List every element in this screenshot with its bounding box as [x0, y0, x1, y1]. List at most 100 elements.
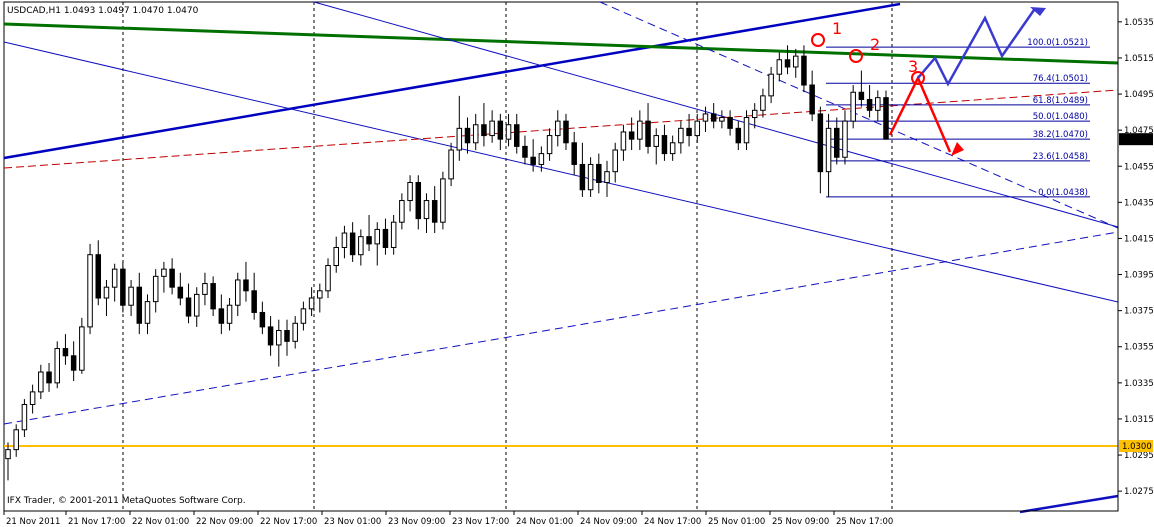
candles: [5, 45, 889, 481]
candle: [571, 131, 577, 176]
candle-body-bear: [571, 142, 577, 165]
candle: [563, 113, 569, 151]
candle-body-bull: [128, 286, 134, 306]
forecast-arrows: 1 2 3: [811, 7, 1046, 156]
candle-body-bear: [382, 228, 389, 248]
candle-body-bear: [62, 348, 69, 357]
candle: [637, 110, 643, 151]
candle: [185, 283, 192, 324]
fib-level-label: 23.6(1.0458): [1033, 152, 1088, 162]
candle: [226, 298, 233, 331]
candle-body-bear: [809, 84, 815, 115]
candle: [399, 193, 405, 230]
candle: [29, 384, 36, 414]
candle-body-bear: [801, 55, 807, 86]
candle: [128, 279, 134, 317]
fib-level-label: 0.0(1.0438): [1038, 188, 1088, 198]
candle: [103, 279, 110, 317]
candle: [481, 103, 487, 147]
candle: [825, 113, 832, 197]
candle-body-bull: [29, 391, 36, 406]
time-tick-label: 25 Nov 09:00: [772, 517, 829, 527]
candle: [317, 283, 323, 313]
candle-body-bull: [825, 127, 832, 173]
candle-body-bear: [243, 279, 249, 292]
candle-body-bull: [792, 55, 799, 68]
candle: [710, 103, 717, 129]
candle: [834, 117, 840, 165]
candle: [620, 124, 627, 161]
time-tick-label: 23 Nov 09:00: [388, 517, 445, 527]
candle: [784, 45, 791, 75]
candle-body-bull: [21, 404, 28, 431]
candle-body-bear: [513, 124, 520, 147]
candle: [694, 113, 701, 143]
candle-body-bull: [538, 153, 545, 165]
candle: [136, 272, 143, 335]
candle: [325, 258, 331, 299]
time-tick-label: 22 Nov 01:00: [132, 517, 189, 527]
candle-body-bull: [842, 120, 848, 158]
candle-body-bull: [768, 73, 774, 97]
price-tick-label: 1.0295: [1124, 451, 1154, 461]
price-tick-label: 1.0375: [1124, 307, 1154, 317]
candle-body-bear: [349, 232, 356, 256]
time-tick-label: 21 Nov 17:00: [68, 517, 125, 527]
candle: [587, 157, 594, 197]
candle: [284, 319, 290, 356]
candle-body-bear: [185, 297, 192, 317]
price-tick-label: 1.0275: [1124, 487, 1154, 497]
candle-body-bear: [784, 59, 791, 68]
price-tick-label: 1.0515: [1124, 54, 1154, 64]
candle-body-bull: [226, 304, 233, 324]
green-trendline: [3, 22, 1119, 65]
candle-body-bull: [875, 97, 881, 111]
candle-body-bear: [727, 117, 733, 129]
candle-body-bull: [5, 449, 11, 460]
fibonacci-retracement: 100.0(1.0521) 76.4(1.0501) 61.8(1.0489) 50.…: [826, 38, 1090, 198]
candle-body-bull: [694, 120, 701, 137]
candle: [415, 175, 422, 230]
time-tick-label: 23 Nov 01:00: [324, 517, 381, 527]
candle-body-bull: [587, 163, 594, 191]
candle-body-bear: [628, 131, 635, 140]
candle: [300, 301, 307, 331]
time-tick-label: 24 Nov 17:00: [644, 517, 701, 527]
candle-body-bull: [505, 124, 512, 140]
candle-body-bear: [596, 163, 602, 183]
candle: [686, 113, 692, 147]
candle: [21, 399, 28, 437]
candle-body-bear: [464, 127, 471, 144]
candle-body-bear: [415, 181, 422, 220]
candle: [817, 106, 824, 194]
candle-body-bull: [850, 91, 856, 122]
candle: [801, 45, 807, 93]
candle-body-bull: [620, 131, 627, 151]
candle: [79, 317, 85, 374]
candle: [62, 334, 69, 365]
candle-body-bear: [834, 127, 840, 158]
current-price-box: [1119, 133, 1153, 146]
candle: [440, 171, 446, 230]
price-tick-label: 1.0355: [1124, 343, 1154, 353]
candle-body-bear: [481, 124, 487, 137]
time-axis: 21 Nov 2011 21 Nov 17:00 22 Nov 01:00 22 No…: [3, 510, 1118, 527]
candle: [489, 110, 495, 143]
candle-body-bull: [111, 268, 118, 288]
candle: [546, 128, 553, 161]
candle-body-bear: [530, 156, 536, 165]
candle: [702, 106, 709, 132]
candle-body-bear: [267, 326, 274, 346]
candle-body-bear: [686, 127, 692, 137]
fib-level-label: 38.2(1.0470): [1033, 130, 1088, 140]
candle-body-bear: [883, 97, 889, 140]
candle: [751, 103, 758, 129]
candle: [152, 269, 159, 313]
candle-body-bear: [177, 286, 184, 299]
candle: [292, 316, 298, 349]
point-marker: [849, 49, 863, 63]
candle-body-bull: [103, 286, 110, 299]
candle-body-bull: [555, 120, 561, 137]
